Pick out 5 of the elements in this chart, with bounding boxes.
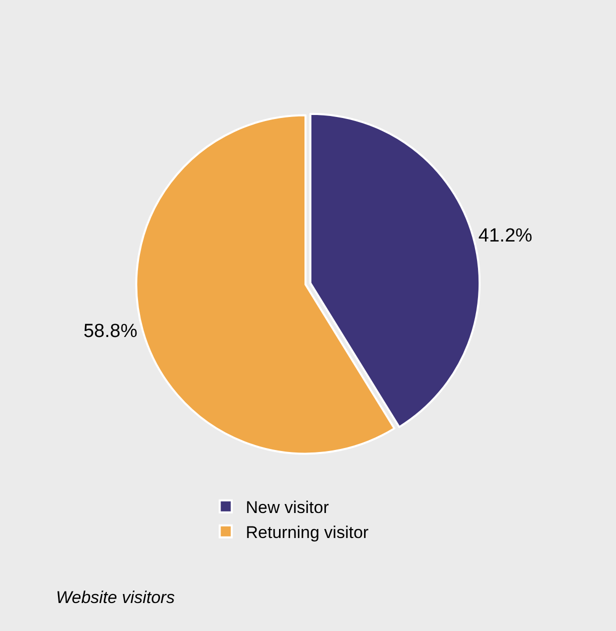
data-label: 41.2% — [478, 226, 532, 247]
text: Website visitors — [56, 588, 176, 607]
legend-label: New visitor — [246, 498, 330, 517]
legend-label: Returning visitor — [246, 523, 369, 542]
data-label: 58.8% — [83, 320, 138, 342]
